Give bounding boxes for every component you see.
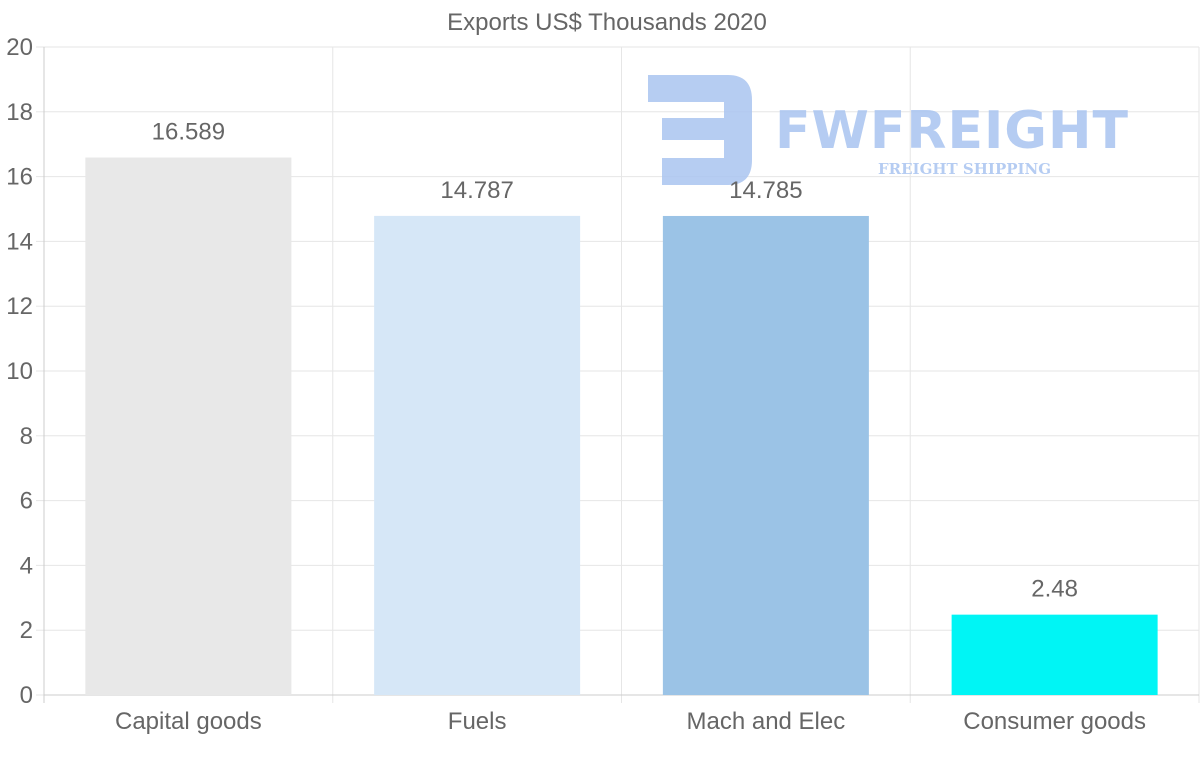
y-tick-label: 8	[20, 423, 33, 450]
bar-mach-and-elec	[662, 215, 869, 695]
y-tick-label: 0	[20, 682, 33, 709]
y-tick-label: 4	[20, 552, 33, 579]
fwfreight-logo-icon	[648, 75, 752, 185]
bar-capital-goods	[85, 157, 292, 695]
watermark-tagline: FREIGHT SHIPPING	[878, 160, 1051, 178]
y-tick-label: 14	[6, 228, 33, 255]
y-tick-label: 2	[20, 617, 33, 644]
y-tick-label: 10	[6, 358, 33, 385]
y-tick-label: 12	[6, 293, 33, 320]
x-axis-ticks: Capital goods Fuels Mach and Elec Consumer …	[115, 708, 1146, 735]
x-tick-label: Fuels	[448, 708, 507, 735]
x-tick-label: Mach and Elec	[686, 708, 845, 735]
bar-fuels	[374, 215, 581, 696]
y-tick-label: 18	[6, 99, 33, 126]
data-label: 14.785	[729, 177, 802, 204]
data-labels: 16.589 14.787 14.785 2.48	[152, 119, 1078, 603]
x-tick-label: Consumer goods	[963, 708, 1146, 735]
y-tick-label: 6	[20, 488, 33, 515]
y-tick-label: 20	[6, 34, 33, 61]
data-label: 14.787	[440, 177, 513, 204]
data-label: 16.589	[152, 119, 225, 146]
watermark-brand: FWFREIGHT	[775, 101, 1129, 161]
bar-consumer-goods	[951, 614, 1158, 695]
watermark-logo: FWFREIGHT FREIGHT SHIPPING	[648, 75, 1129, 185]
x-tick-label: Capital goods	[115, 708, 262, 735]
chart-title: Exports US$ Thousands 2020	[447, 9, 767, 36]
y-axis-ticks: 0 2 4 6 8 10 12 14 16 18 20	[6, 34, 33, 709]
bar-series	[85, 157, 1158, 696]
data-label: 2.48	[1031, 576, 1078, 603]
y-tick-label: 16	[6, 164, 33, 191]
